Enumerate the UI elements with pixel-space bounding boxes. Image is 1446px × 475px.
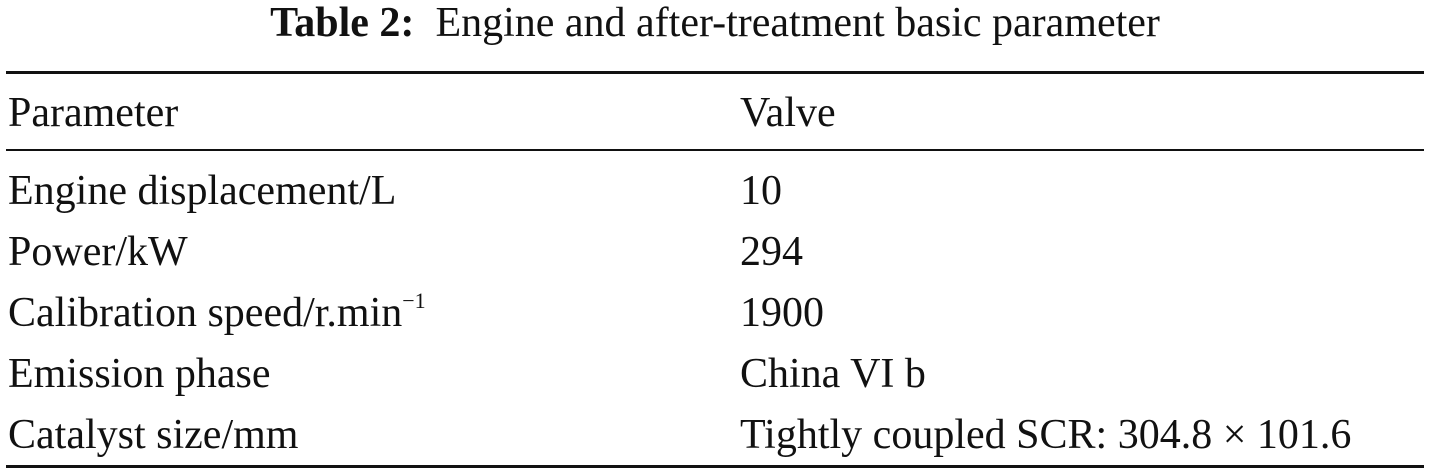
value-cell: 1900 — [740, 290, 824, 336]
param-text: Calibration speed/r.min — [8, 290, 403, 336]
value-cell: 10 — [740, 168, 782, 214]
header-cell: Valve — [740, 90, 836, 136]
param-superscript: −1 — [402, 288, 426, 313]
param-text: Catalyst size/mm — [8, 412, 299, 458]
param-text: Engine displacement/L — [8, 168, 397, 214]
caption-label: Table 2: — [270, 0, 415, 46]
caption-text: Engine and after-treatment basic paramet… — [435, 0, 1160, 46]
mid-rule — [6, 149, 1424, 151]
param-cell: Engine displacement/L — [8, 170, 396, 212]
header-cell: Parameter — [8, 90, 179, 136]
value-cell: China VI b — [740, 351, 926, 397]
param-text: Power/kW — [8, 229, 188, 275]
param-cell: Catalyst size/mm — [8, 414, 298, 456]
value-cell: 294 — [740, 229, 803, 275]
table-caption: Table 2: Engine and after-treatment basi… — [0, 2, 1430, 44]
param-cell: Emission phase — [8, 353, 270, 395]
param-cell: Calibration speed/r.min−1 — [8, 290, 426, 336]
param-cell: Power/kW — [8, 231, 188, 273]
param-text: Emission phase — [8, 351, 271, 397]
top-rule — [6, 71, 1424, 74]
bottom-rule — [6, 465, 1424, 468]
value-cell: Tightly coupled SCR: 304.8 × 101.6 — [740, 412, 1352, 458]
